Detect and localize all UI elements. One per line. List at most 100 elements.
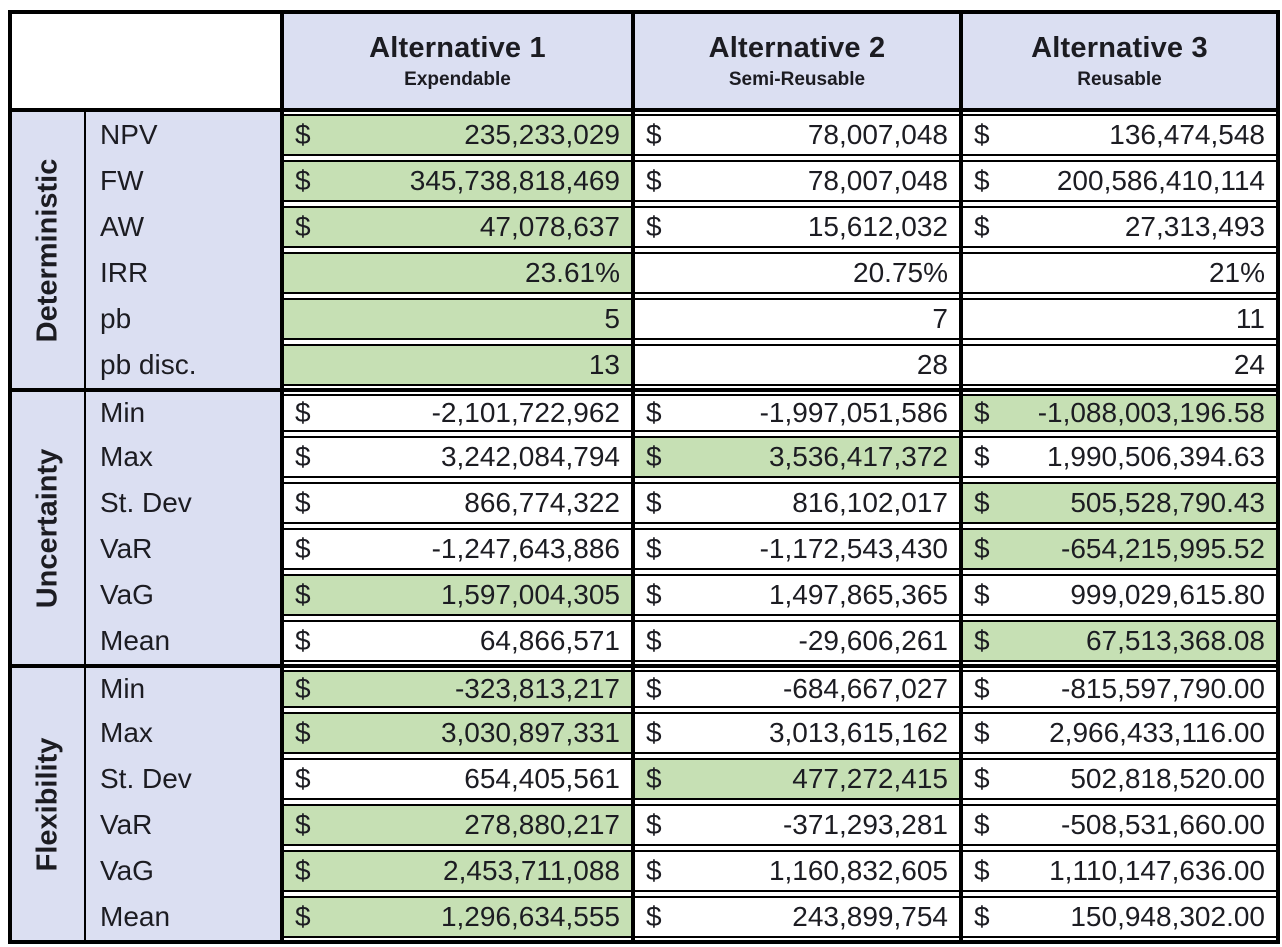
cell-value: 3,536,417,372: [768, 441, 948, 472]
cell-value: -1,172,543,430: [759, 533, 948, 564]
value-cell: $505,528,790.43: [959, 480, 1276, 526]
value-cell: $ -323,813,217: [280, 664, 631, 710]
row-label-cell: VaR: [84, 526, 280, 572]
cell-value: 3,242,084,794: [440, 441, 620, 472]
value-cell: $200,586,410,114: [959, 158, 1276, 204]
row-label: Max: [100, 717, 153, 748]
value-box-highlighted: $1,296,634,555: [284, 896, 631, 938]
value-box: $ -1,172,543,430: [635, 528, 959, 570]
value-cell: 20.75%: [631, 250, 959, 296]
value-cell: $ -1,247,643,886: [280, 526, 631, 572]
row-label-cell: NPV: [84, 112, 280, 158]
value-box-highlighted: $ -323,813,217: [284, 670, 631, 708]
value-box: 28: [635, 344, 959, 386]
value-box: $1,497,865,365: [635, 574, 959, 616]
cell-value: 23.61%: [525, 257, 620, 288]
value-box-highlighted: 13: [284, 344, 631, 386]
cell-value: 2,453,711,088: [443, 855, 620, 886]
row-label: St. Dev: [100, 763, 192, 794]
value-cell: $27,313,493: [959, 204, 1276, 250]
currency-symbol: $: [646, 533, 662, 564]
value-cell: 7: [631, 296, 959, 342]
column-subtitle: Expendable: [404, 68, 511, 90]
value-cell: $3,030,897,331: [280, 710, 631, 756]
cell-value: 477,272,415: [792, 763, 948, 794]
cell-value: 200,586,410,114: [1056, 165, 1265, 196]
currency-symbol: $: [295, 855, 311, 886]
value-cell: $1,497,865,365: [631, 572, 959, 618]
currency-symbol: $: [646, 809, 662, 840]
value-box: $ -1,997,051,586: [635, 394, 959, 432]
value-cell: $816,102,017: [631, 480, 959, 526]
currency-symbol: $: [646, 763, 662, 794]
value-cell: $ -1,172,543,430: [631, 526, 959, 572]
alternatives-comparison-table: Alternative 1 Expendable Alternative 2 S…: [8, 10, 1280, 944]
value-box: $136,474,548: [963, 114, 1276, 156]
value-cell: $ -1,088,003,196.58: [959, 388, 1276, 434]
value-box: $78,007,048: [635, 160, 959, 202]
currency-symbol: $: [974, 673, 990, 704]
cell-value: 345,738,818,469: [409, 165, 620, 196]
cell-value: -323,813,217: [454, 673, 620, 704]
value-cell: $1,597,004,305: [280, 572, 631, 618]
currency-symbol: $: [646, 441, 662, 472]
row-label: Mean: [100, 901, 171, 932]
row-label: St. Dev: [100, 487, 192, 518]
currency-symbol: $: [295, 717, 311, 748]
cell-value: 866,774,322: [464, 487, 620, 518]
currency-symbol: $: [295, 579, 311, 610]
value-cell: $502,818,520.00: [959, 756, 1276, 802]
value-cell: $1,990,506,394.63: [959, 434, 1276, 480]
row-label: NPV: [100, 119, 158, 150]
value-box: $502,818,520.00: [963, 758, 1276, 800]
cell-value: 3,030,897,331: [440, 717, 620, 748]
currency-symbol: $: [974, 119, 990, 150]
row-label: VaG: [100, 855, 154, 886]
currency-symbol: $: [974, 397, 990, 428]
row-label-cell: pb disc.: [84, 342, 280, 388]
value-box: $ -2,101,722,962: [284, 394, 631, 432]
currency-symbol: $: [295, 165, 311, 196]
cell-value: 7: [932, 303, 948, 334]
currency-symbol: $: [295, 673, 311, 704]
currency-symbol: $: [974, 809, 990, 840]
value-cell: 21%: [959, 250, 1276, 296]
value-cell: 28: [631, 342, 959, 388]
cell-value: 11: [1235, 303, 1265, 334]
cell-value: 243,899,754: [792, 901, 948, 932]
currency-symbol: $: [646, 717, 662, 748]
column-title: Alternative 3: [1031, 31, 1208, 64]
group-label-cell: Flexibility: [12, 664, 84, 940]
currency-symbol: $: [295, 901, 311, 932]
value-box: $ -29,606,261: [635, 620, 959, 662]
row-label: IRR: [100, 257, 149, 288]
currency-symbol: $: [974, 533, 990, 564]
cell-value: -2,101,722,962: [431, 397, 620, 428]
value-box: $1,990,506,394.63: [963, 436, 1276, 478]
cell-value: 64,866,571: [479, 625, 620, 656]
cell-value: 235,233,029: [464, 119, 620, 150]
row-label-cell: St. Dev: [84, 756, 280, 802]
currency-symbol: $: [295, 533, 311, 564]
currency-symbol: $: [974, 717, 990, 748]
value-box: $ -815,597,790.00: [963, 670, 1276, 708]
cell-value: 78,007,048: [807, 119, 948, 150]
cell-value: 3,013,615,162: [768, 717, 948, 748]
value-cell: $15,612,032: [631, 204, 959, 250]
value-cell: $3,242,084,794: [280, 434, 631, 480]
value-box: $ -684,667,027: [635, 670, 959, 708]
cell-value: 15,612,032: [807, 211, 948, 242]
row-label: VaR: [100, 533, 153, 564]
row-label: AW: [100, 211, 145, 242]
row-label: Mean: [100, 625, 171, 656]
value-cell: $ -684,667,027: [631, 664, 959, 710]
value-cell: $654,405,561: [280, 756, 631, 802]
cell-value: 67,513,368.08: [1085, 625, 1265, 656]
cell-value: -1,247,643,886: [431, 533, 620, 564]
value-cell: $999,029,615.80: [959, 572, 1276, 618]
cell-value: 999,029,615.80: [1070, 579, 1265, 610]
value-cell: $78,007,048: [631, 112, 959, 158]
value-cell: $ -508,531,660.00: [959, 802, 1276, 848]
currency-symbol: $: [295, 763, 311, 794]
corner-cell: [12, 14, 280, 112]
